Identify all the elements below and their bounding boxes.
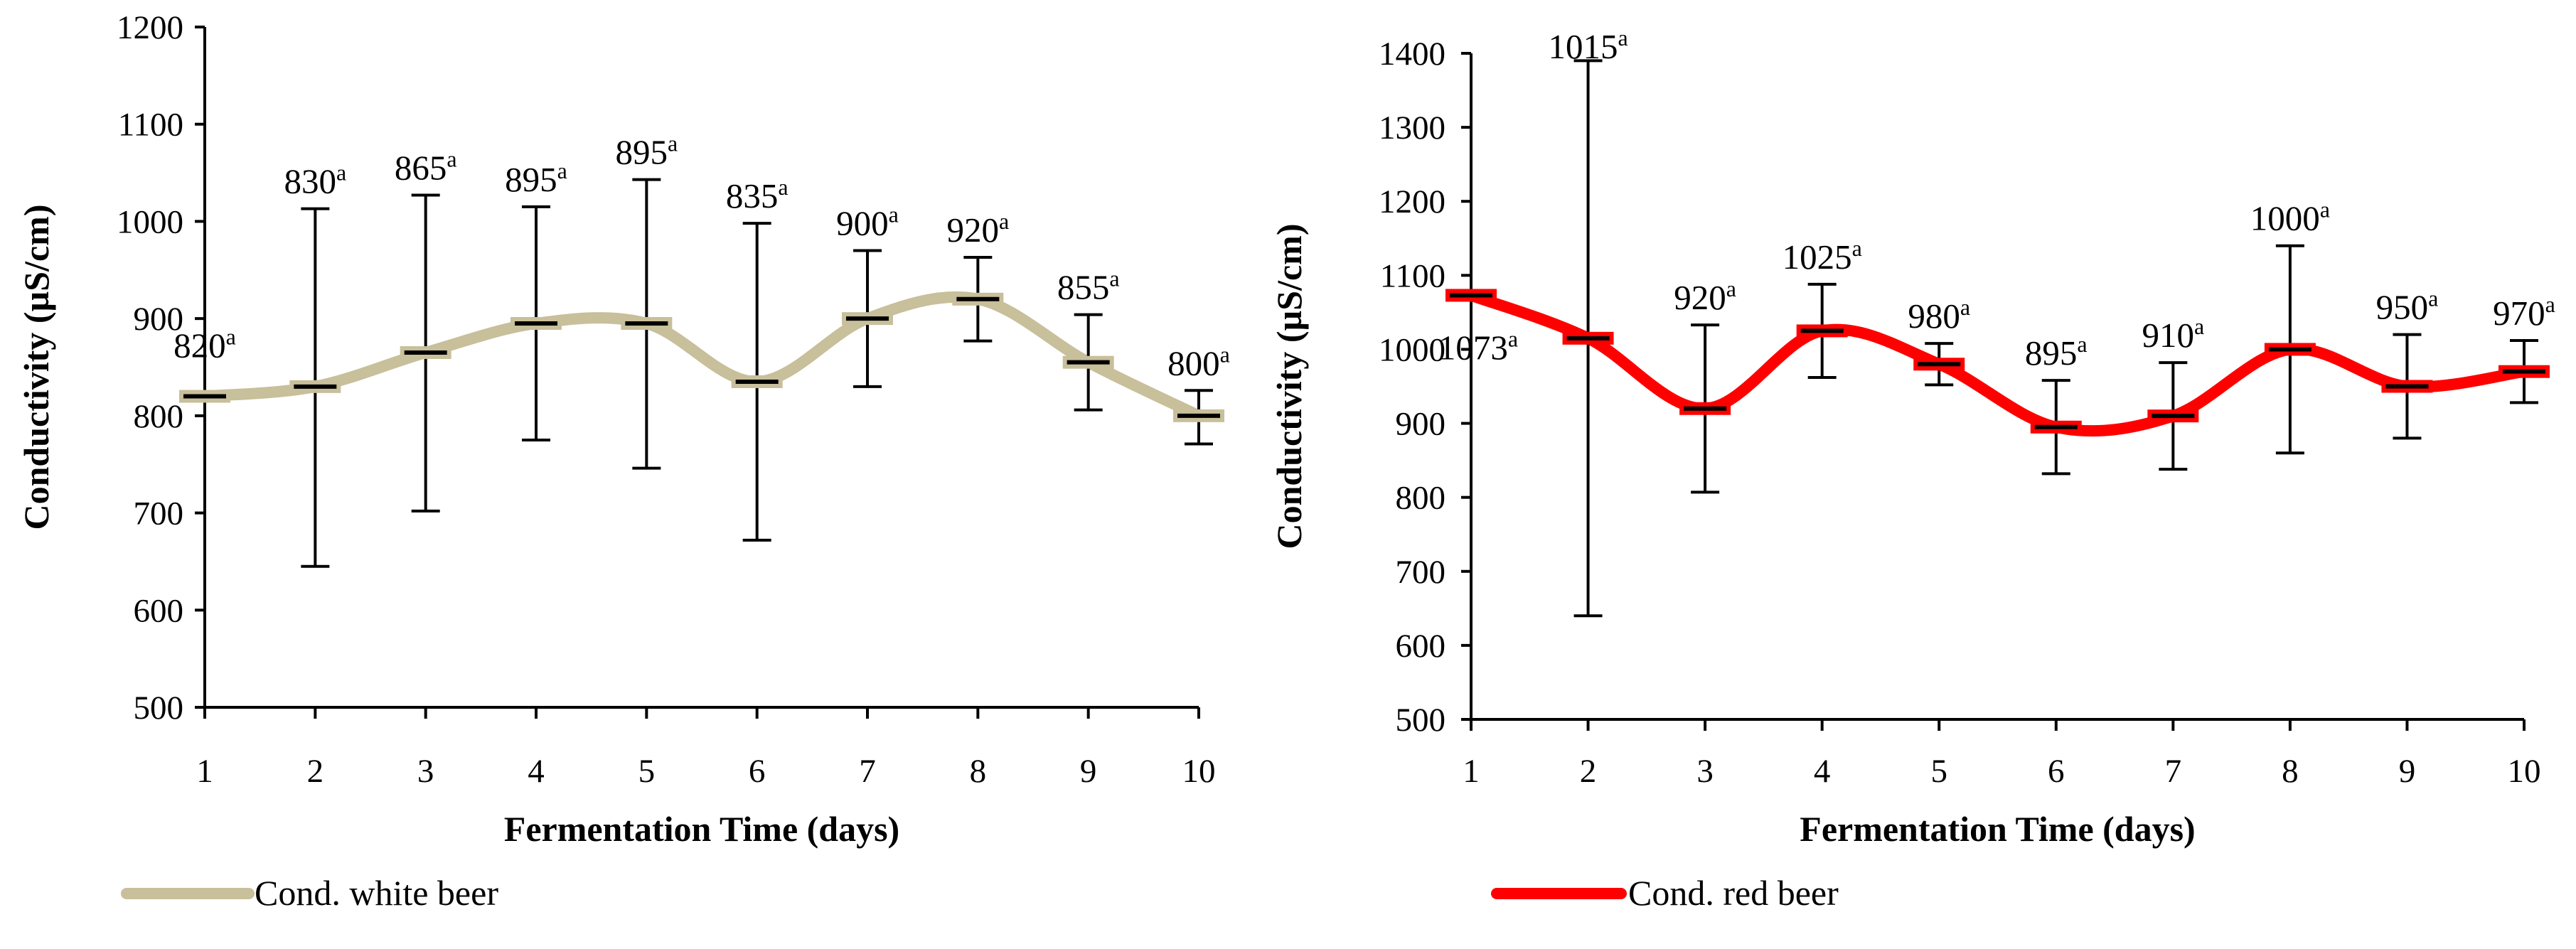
y-tick-label: 1200	[1379, 183, 1445, 220]
y-tick-label: 700	[134, 495, 184, 532]
red-beer-data-label: 1025a	[1783, 235, 1862, 277]
x-tick-label: 10	[2508, 753, 2541, 790]
x-tick-label: 4	[1814, 753, 1831, 790]
white-beer-data-label: 855a	[1057, 266, 1120, 307]
white-beer-data-label: 835a	[726, 174, 789, 215]
x-tick-label: 8	[2282, 753, 2299, 790]
x-tick-label: 1	[1463, 753, 1480, 790]
white-beer-data-label: 920a	[946, 208, 1009, 250]
red-beer-data-label: 920a	[1674, 276, 1736, 317]
x-tick-label: 9	[2399, 753, 2416, 790]
y-tick-label: 1200	[117, 9, 183, 46]
y-tick-label: 700	[1396, 554, 1446, 591]
red-beer-data-label: 910a	[2142, 313, 2204, 355]
white-beer-series-line	[199, 291, 1204, 422]
y-axis-title: Conductivity (µS/cm)	[16, 205, 56, 530]
x-tick-label: 4	[528, 753, 545, 790]
y-tick-label: 500	[134, 690, 184, 727]
x-tick-label: 7	[859, 753, 876, 790]
red-beer-legend-label: Cond. red beer	[1628, 873, 1839, 913]
y-tick-label: 800	[1396, 480, 1446, 517]
y-tick-label: 600	[1396, 628, 1446, 665]
y-tick-label: 900	[1396, 406, 1446, 443]
red-beer-data-label: 1073a	[1438, 326, 1518, 367]
y-tick-label: 1400	[1379, 36, 1445, 73]
x-tick-label: 5	[638, 753, 656, 790]
y-tick-label: 1100	[118, 107, 183, 144]
x-tick-label: 2	[1580, 753, 1597, 790]
x-tick-label: 9	[1080, 753, 1097, 790]
y-tick-label: 1000	[1379, 331, 1445, 368]
white-beer-data-label: 865a	[395, 146, 457, 188]
red-beer-chart: 500 600 700 800 900 1000 1100 1200 1300 1400 1 2 3 4 5…	[1269, 25, 2555, 913]
white-beer-data-label: 800a	[1167, 341, 1230, 382]
red-beer-data-label: 895a	[2025, 331, 2088, 372]
y-tick-label: 800	[134, 398, 184, 435]
white-beer-legend-label: Cond. white beer	[255, 873, 498, 913]
red-beer-data-label: 1000a	[2250, 197, 2330, 238]
x-axis-title: Fermentation Time (days)	[504, 809, 899, 849]
x-tick-label: 6	[749, 753, 766, 790]
y-tick-label: 600	[134, 592, 184, 629]
white-beer-data-label: 820a	[173, 324, 236, 365]
y-axis-title: Conductivity (µS/cm)	[1269, 224, 1309, 549]
x-tick-label: 3	[1696, 753, 1714, 790]
x-tick-label: 8	[970, 753, 987, 790]
y-tick-label: 1000	[117, 203, 183, 240]
x-tick-label: 5	[1930, 753, 1947, 790]
x-tick-label: 10	[1182, 753, 1216, 790]
x-axis-title: Fermentation Time (days)	[1800, 809, 2195, 849]
white-beer-data-label: 895a	[505, 158, 567, 199]
y-tick-label: 1100	[1380, 257, 1445, 294]
red-beer-data-label: 950a	[2376, 286, 2439, 327]
x-tick-label: 3	[417, 753, 434, 790]
y-tick-label: 1300	[1379, 109, 1445, 146]
red-beer-series-line	[1465, 289, 2530, 437]
red-beer-data-label: 970a	[2493, 291, 2555, 333]
white-beer-data-label: 895a	[615, 131, 678, 172]
red-beer-data-label: 980a	[1908, 294, 1970, 336]
x-tick-label: 2	[307, 753, 324, 790]
x-tick-label: 6	[2048, 753, 2065, 790]
white-beer-data-label: 900a	[836, 201, 899, 242]
red-beer-data-label: 1015a	[1548, 25, 1628, 66]
y-tick-label: 500	[1396, 702, 1446, 739]
white-beer-data-label: 830a	[284, 160, 346, 201]
x-tick-label: 7	[2165, 753, 2182, 790]
x-tick-label: 1	[196, 753, 213, 790]
white-beer-chart: 500 600 700 800 900 1000 1100 1200 1 2 3 4 5 6 7 8 9 10 Co…	[16, 9, 1230, 913]
y-tick-label: 900	[134, 301, 184, 338]
